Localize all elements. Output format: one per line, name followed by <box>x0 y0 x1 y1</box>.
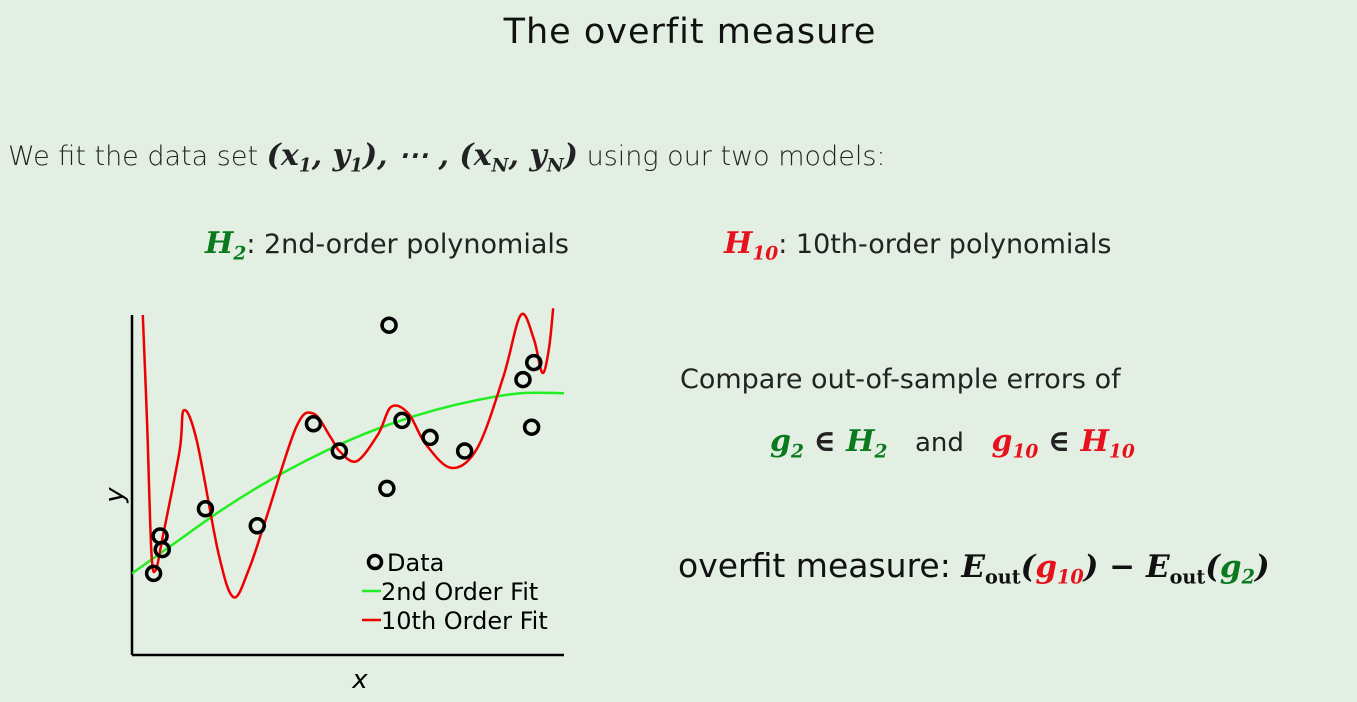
data-point <box>378 479 396 498</box>
data-point <box>421 428 439 447</box>
intro-data-set-math: (x1, y1), ⋯ , (xN, yN) <box>266 138 578 177</box>
overfit-colon: : <box>939 546 951 585</box>
x-axis-label: x <box>351 665 368 695</box>
h10-symbol: H10 <box>724 226 779 265</box>
g10-symbol: g10 <box>991 424 1039 463</box>
page-title: The overfit measure <box>503 12 877 52</box>
h10-description: : 10th-order polynomials <box>778 229 1112 260</box>
compare-math: g2 ∈ H2 and g10 ∈ H10 <box>770 424 1135 463</box>
data-point <box>455 442 474 460</box>
overfit-label: overfit measure <box>678 546 940 585</box>
h10-set-symbol: H10 <box>1080 424 1135 463</box>
data-point <box>196 500 215 518</box>
tenth-order-fit-line <box>141 308 555 599</box>
legend-data-label: Data <box>387 549 444 577</box>
overfit-measure: overfit measure: Eout(g10) − Eout(g2) <box>678 546 1270 589</box>
data-point <box>151 527 169 545</box>
g2-symbol: g2 <box>770 424 804 463</box>
element-of-symbol-2: ∈ <box>1047 424 1081 459</box>
data-point <box>330 442 349 460</box>
second-order-fit-line <box>132 391 564 575</box>
data-point <box>393 411 411 430</box>
h2-set-symbol: H2 <box>846 424 888 463</box>
y-axis-label: y <box>100 487 130 504</box>
data-point <box>304 415 323 433</box>
data-point <box>522 418 541 436</box>
and-word: and <box>915 428 964 458</box>
compare-text: Compare out-of-sample errors of <box>680 364 1121 395</box>
intro-sentence: We fit the data set (x1, y1), ⋯ , (xN, y… <box>8 138 886 177</box>
legend-2nd-order-label: 2nd Order Fit <box>381 578 538 606</box>
data-point <box>380 316 398 334</box>
h2-description: : 2nd-order polynomials <box>246 229 569 260</box>
legend-10th-order-label: 10th Order Fit <box>381 607 548 635</box>
intro-text: We fit the data set <box>8 141 259 172</box>
model-h10: H10: 10th-order polynomials <box>724 226 1112 265</box>
data-point <box>514 370 532 389</box>
data-point <box>525 353 543 372</box>
intro-suffix: using our two models: <box>586 141 886 172</box>
legend-data-marker <box>366 553 384 571</box>
overfit-formula: Eout(g10) − Eout(g2) <box>961 549 1270 589</box>
h2-symbol: H2 <box>205 226 247 265</box>
element-of-symbol: ∈ <box>813 424 847 459</box>
model-h2: H2: 2nd-order polynomials <box>205 226 569 265</box>
data-point <box>144 564 163 583</box>
data-point <box>248 517 267 535</box>
